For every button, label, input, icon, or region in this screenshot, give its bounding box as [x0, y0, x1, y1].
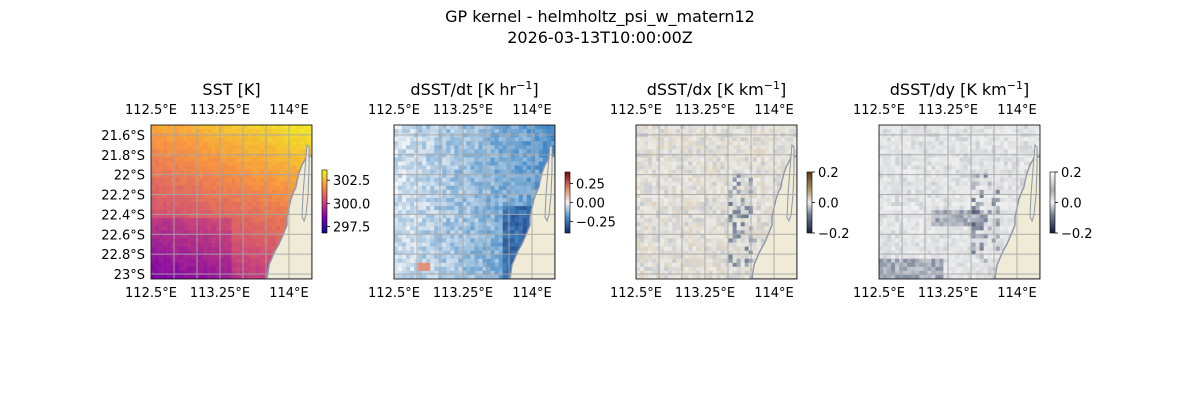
- island: [1029, 143, 1038, 223]
- colorbar-tick-label: 297.5: [333, 221, 370, 236]
- lat-label: 22.2°S: [101, 189, 145, 204]
- lat-label: 22°S: [114, 169, 145, 184]
- colorbar-tick-label: 0.0: [1061, 197, 1082, 212]
- panel-title-main: dSST/dx [K km: [647, 80, 764, 99]
- panel-title-sst: SST [K]: [202, 80, 260, 99]
- colorbar-dsst_dt: 0.25 0.00 −0.25: [564, 171, 616, 234]
- lat-label: 22.6°S: [101, 228, 145, 243]
- colorbar-tick-label: 0.00: [576, 197, 605, 212]
- colorbar-sst: 302.5 300.0 297.5: [321, 169, 370, 236]
- lon-label-bottom: 114°E: [269, 286, 309, 301]
- colorbar-tick-label: 0.0: [818, 197, 839, 212]
- map-panel-dsst_dx: dSST/dx [K km−1] 112.5°E 112.5°E 113.25°E 11…: [610, 79, 850, 301]
- map-panel-sst: SST [K] 112.5°E 112.5°E 113.25°E 113.25°E 114…: [101, 80, 370, 301]
- panel-title-end: ]: [532, 80, 538, 99]
- colorbar-dsst_dy: 0.2 0.0 −0.2: [1049, 166, 1093, 242]
- lon-label-bottom: 113.25°E: [675, 286, 735, 301]
- gridlines-dsst_dy: [879, 125, 1040, 279]
- map-frame: [878, 124, 1041, 280]
- map-frame: [635, 124, 798, 280]
- colorbar-bar: [564, 171, 571, 234]
- colorbar-bar: [1049, 171, 1056, 234]
- figure-title-line2: 2026-03-13T10:00:00Z: [507, 28, 693, 47]
- colorbar-tick-label: 0.25: [576, 177, 605, 192]
- lon-label-top: 114°E: [997, 103, 1037, 118]
- panel-title-end: ]: [1023, 80, 1029, 99]
- panel-title-dsst_dt: dSST/dt [K hr−1]: [410, 79, 538, 99]
- lon-label-top: 112.5°E: [368, 103, 420, 118]
- colorbar-bar: [806, 171, 813, 234]
- lat-label: 21.6°S: [101, 129, 145, 144]
- gridlines-dsst_dt: [394, 125, 555, 279]
- island: [786, 143, 795, 223]
- colorbar-bar: [321, 169, 328, 234]
- panel-title-end: ]: [780, 80, 786, 99]
- island: [544, 143, 553, 223]
- lon-label-bottom: 114°E: [754, 286, 794, 301]
- figure-title-line1: GP kernel - helmholtz_psi_w_matern12: [445, 7, 755, 26]
- lat-label: 23°S: [114, 268, 145, 283]
- colorbar-tick-label: −0.25: [576, 216, 616, 231]
- lon-label-top: 112.5°E: [610, 103, 662, 118]
- map-panel-dsst_dt: dSST/dt [K hr−1] 112.5°E 112.5°E 113.25°E 11…: [368, 79, 616, 301]
- panel-title-superscript: −1: [1007, 79, 1023, 92]
- colorbar-dsst_dx: 0.2 0.0 −0.2: [806, 166, 850, 242]
- panel-title-superscript: −1: [764, 79, 780, 92]
- lon-label-bottom: 114°E: [512, 286, 552, 301]
- lon-label-top: 113.25°E: [190, 103, 250, 118]
- lon-label-bottom: 113.25°E: [918, 286, 978, 301]
- panel-title-dsst_dx: dSST/dx [K km−1]: [647, 79, 786, 99]
- map-frame: [150, 124, 313, 280]
- map-panels: SST [K] 112.5°E 112.5°E 113.25°E 113.25°E 114…: [101, 79, 1092, 301]
- gridlines-sst: [151, 125, 312, 279]
- lon-label-top: 112.5°E: [125, 103, 177, 118]
- colorbar-tick-label: 0.2: [818, 166, 839, 181]
- lon-label-top: 112.5°E: [853, 103, 905, 118]
- lon-label-bottom: 112.5°E: [610, 286, 662, 301]
- lon-label-bottom: 112.5°E: [368, 286, 420, 301]
- colorbar-tick-label: 300.0: [333, 197, 370, 212]
- colorbar-tick-label: −0.2: [1061, 227, 1093, 242]
- map-panel-dsst_dy: dSST/dy [K km−1] 112.5°E 112.5°E 113.25°E 11…: [853, 79, 1093, 301]
- lon-label-bottom: 113.25°E: [433, 286, 493, 301]
- lon-label-bottom: 112.5°E: [125, 286, 177, 301]
- lon-label-top: 114°E: [512, 103, 552, 118]
- lat-label: 22.4°S: [101, 208, 145, 223]
- lon-label-top: 113.25°E: [675, 103, 735, 118]
- colorbar-tick-label: −0.2: [818, 227, 850, 242]
- panel-title-main: dSST/dt [K hr: [410, 80, 516, 99]
- lat-label: 21.8°S: [101, 149, 145, 164]
- lon-label-top: 114°E: [269, 103, 309, 118]
- colorbar-tick-label: 302.5: [333, 174, 370, 189]
- colorbar-tick-label: 0.2: [1061, 166, 1082, 181]
- lat-label: 22.8°S: [101, 248, 145, 263]
- map-frame: [393, 124, 556, 280]
- lon-label-top: 114°E: [754, 103, 794, 118]
- island: [301, 143, 310, 223]
- lon-label-top: 113.25°E: [918, 103, 978, 118]
- panel-title-main: dSST/dy [K km: [890, 80, 1007, 99]
- panel-title-dsst_dy: dSST/dy [K km−1]: [890, 79, 1029, 99]
- lon-label-top: 113.25°E: [433, 103, 493, 118]
- lon-label-bottom: 112.5°E: [853, 286, 905, 301]
- panel-title-main: SST [K]: [202, 80, 260, 99]
- lon-label-bottom: 114°E: [997, 286, 1037, 301]
- panel-title-superscript: −1: [516, 79, 532, 92]
- lon-label-bottom: 113.25°E: [190, 286, 250, 301]
- gridlines-dsst_dx: [636, 125, 797, 279]
